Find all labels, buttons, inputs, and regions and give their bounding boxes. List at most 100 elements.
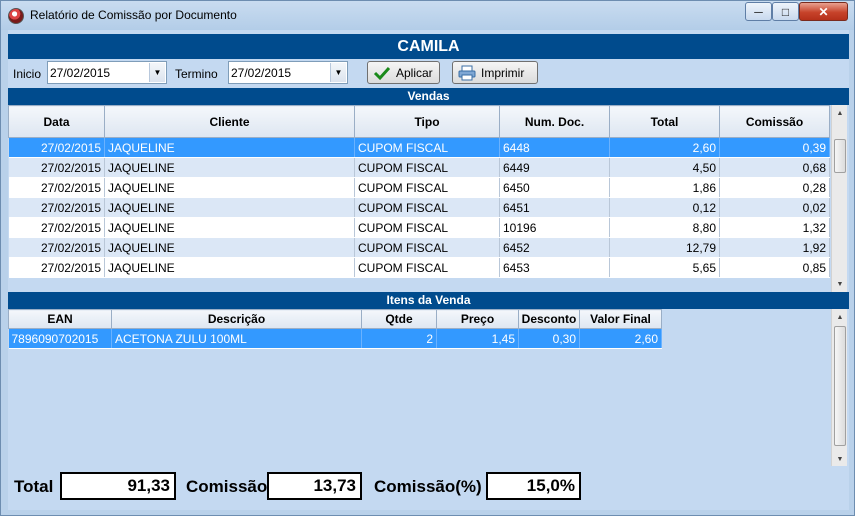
cell-tipo: CUPOM FISCAL: [354, 137, 500, 158]
vendor-name-header: CAMILA: [8, 34, 849, 59]
column-header-tipo[interactable]: Tipo: [354, 105, 500, 138]
column-header-desconto[interactable]: Desconto: [518, 309, 580, 329]
printer-icon: [458, 65, 476, 80]
table-row[interactable]: 27/02/2015 JAQUELINE CUPOM FISCAL 6451 0…: [8, 197, 830, 218]
imprimir-button[interactable]: Imprimir: [452, 61, 538, 84]
scroll-thumb[interactable]: [834, 326, 846, 446]
table-row[interactable]: 27/02/2015 JAQUELINE CUPOM FISCAL 6453 5…: [8, 257, 830, 278]
cell-tipo: CUPOM FISCAL: [354, 177, 500, 198]
vendas-scrollbar[interactable]: ▲ ▼: [831, 105, 847, 292]
cell-desconto: 0,30: [518, 328, 580, 349]
comissao-value: 13,73: [267, 472, 362, 500]
cell-num-doc: 6453: [499, 257, 610, 278]
scroll-down-icon[interactable]: ▼: [836, 455, 844, 463]
table-row[interactable]: 27/02/2015 JAQUELINE CUPOM FISCAL 6452 1…: [8, 237, 830, 258]
cell-data: 27/02/2015: [8, 177, 105, 198]
cell-cliente: JAQUELINE: [104, 257, 355, 278]
maximize-button[interactable]: □: [772, 2, 799, 21]
totals-footer: Total 91,33 Comissão 13,73 Comissão(%) 1…: [8, 466, 849, 506]
cell-num-doc: 6449: [499, 157, 610, 178]
column-header-data[interactable]: Data: [8, 105, 105, 138]
itens-scrollbar[interactable]: ▲ ▼: [831, 309, 847, 467]
cell-total: 0,12: [609, 197, 720, 218]
termino-date-picker[interactable]: 27/02/2015 ▼: [228, 61, 348, 84]
app-icon: [8, 8, 24, 24]
cell-cliente: JAQUELINE: [104, 157, 355, 178]
comissao-pct-label: Comissão(%): [374, 477, 482, 496]
cell-tipo: CUPOM FISCAL: [354, 197, 500, 218]
column-header-comissao[interactable]: Comissão: [719, 105, 830, 138]
imprimir-label: Imprimir: [481, 65, 525, 80]
cell-data: 27/02/2015: [8, 197, 105, 218]
aplicar-label: Aplicar: [396, 65, 433, 80]
cell-comissao: 1,32: [719, 217, 830, 238]
cell-comissao: 0,02: [719, 197, 830, 218]
close-button[interactable]: ✕: [799, 2, 848, 21]
filter-toolbar: Inicio 27/02/2015 ▼ Termino 27/02/2015 ▼…: [8, 59, 849, 87]
cell-cliente: JAQUELINE: [104, 137, 355, 158]
column-header-ean[interactable]: EAN: [8, 309, 112, 329]
cell-num-doc: 6450: [499, 177, 610, 198]
cell-num-doc: 6451: [499, 197, 610, 218]
column-header-total[interactable]: Total: [609, 105, 720, 138]
itens-grid[interactable]: EAN Descrição Qtde Preço Desconto Valor …: [8, 309, 849, 467]
comissao-label: Comissão: [186, 477, 268, 496]
column-header-descricao[interactable]: Descrição: [111, 309, 362, 329]
comissao-pct-value: 15,0%: [486, 472, 581, 500]
column-header-cliente[interactable]: Cliente: [104, 105, 355, 138]
cell-cliente: JAQUELINE: [104, 177, 355, 198]
cell-total: 1,86: [609, 177, 720, 198]
minimize-icon: ─: [754, 4, 763, 19]
vendas-header-row: Data Cliente Tipo Num. Doc. Total Comiss…: [8, 105, 830, 138]
title-bar[interactable]: Relatório de Comissão por Documento ─ □ …: [1, 1, 854, 30]
cell-descricao: ACETONA ZULU 100ML: [111, 328, 362, 349]
cell-num-doc: 10196: [499, 217, 610, 238]
cell-comissao: 0,28: [719, 177, 830, 198]
cell-ean: 7896090702015: [8, 328, 112, 349]
cell-preco: 1,45: [436, 328, 519, 349]
chevron-down-icon[interactable]: ▼: [330, 63, 346, 82]
cell-qtde: 2: [361, 328, 437, 349]
column-header-preco[interactable]: Preço: [436, 309, 519, 329]
maximize-icon: □: [781, 4, 790, 19]
termino-label: Termino: [175, 67, 218, 81]
cell-cliente: JAQUELINE: [104, 237, 355, 258]
cell-valor-final: 2,60: [579, 328, 662, 349]
cell-cliente: JAQUELINE: [104, 217, 355, 238]
minimize-button[interactable]: ─: [745, 2, 772, 21]
scroll-down-icon[interactable]: ▼: [836, 280, 844, 288]
itens-section-title: Itens da Venda: [8, 292, 849, 309]
column-header-valor-final[interactable]: Valor Final: [579, 309, 662, 329]
table-row[interactable]: 27/02/2015 JAQUELINE CUPOM FISCAL 6448 2…: [8, 137, 830, 158]
inicio-date-picker[interactable]: 27/02/2015 ▼: [47, 61, 167, 84]
inicio-date-value: 27/02/2015: [50, 66, 111, 80]
cell-num-doc: 6448: [499, 137, 610, 158]
cell-data: 27/02/2015: [8, 237, 105, 258]
cell-data: 27/02/2015: [8, 217, 105, 238]
scroll-up-icon[interactable]: ▲: [836, 109, 844, 117]
inicio-label: Inicio: [13, 67, 42, 81]
cell-data: 27/02/2015: [8, 137, 105, 158]
total-label: Total: [14, 477, 54, 496]
table-row[interactable]: 27/02/2015 JAQUELINE CUPOM FISCAL 6449 4…: [8, 157, 830, 178]
cell-tipo: CUPOM FISCAL: [354, 217, 500, 238]
aplicar-button[interactable]: Aplicar: [367, 61, 440, 84]
table-row[interactable]: 7896090702015 ACETONA ZULU 100ML 2 1,45 …: [8, 328, 662, 349]
cell-tipo: CUPOM FISCAL: [354, 257, 500, 278]
scroll-thumb[interactable]: [834, 139, 846, 173]
table-row[interactable]: 27/02/2015 JAQUELINE CUPOM FISCAL 6450 1…: [8, 177, 830, 198]
table-row[interactable]: 27/02/2015 JAQUELINE CUPOM FISCAL 10196 …: [8, 217, 830, 238]
cell-total: 2,60: [609, 137, 720, 158]
column-header-num-doc[interactable]: Num. Doc.: [499, 105, 610, 138]
chevron-down-icon[interactable]: ▼: [149, 63, 165, 82]
vendas-grid[interactable]: Data Cliente Tipo Num. Doc. Total Comiss…: [8, 105, 849, 292]
close-icon: ✕: [818, 4, 829, 19]
cell-total: 8,80: [609, 217, 720, 238]
cell-comissao: 0,68: [719, 157, 830, 178]
cell-num-doc: 6452: [499, 237, 610, 258]
column-header-qtde[interactable]: Qtde: [361, 309, 437, 329]
scroll-up-icon[interactable]: ▲: [836, 313, 844, 321]
itens-header-row: EAN Descrição Qtde Preço Desconto Valor …: [8, 309, 662, 329]
client-area: CAMILA Inicio 27/02/2015 ▼ Termino 27/02…: [8, 30, 849, 510]
cell-total: 12,79: [609, 237, 720, 258]
